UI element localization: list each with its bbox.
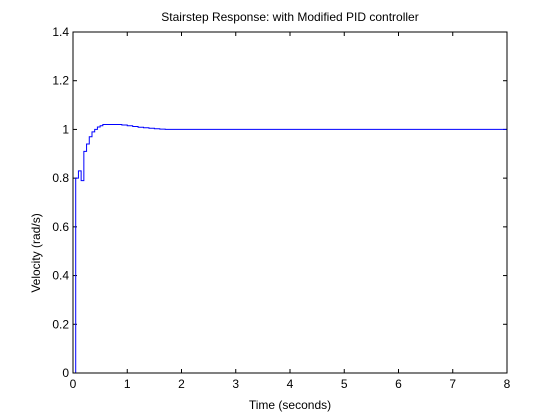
x-tick-label: 6 xyxy=(395,377,402,391)
y-tick-label: 0.4 xyxy=(52,269,69,283)
x-tick-label: 8 xyxy=(504,377,511,391)
x-tick-label: 5 xyxy=(341,377,348,391)
x-tick-label: 7 xyxy=(449,377,456,391)
chart-title: Stairstep Response: with Modified PID co… xyxy=(161,10,418,24)
x-tick-label: 4 xyxy=(287,377,294,391)
y-tick-label: 0.2 xyxy=(52,317,69,331)
plot-area-border xyxy=(72,31,508,374)
y-tick-label: 1 xyxy=(62,122,69,136)
y-tick-label: 0.8 xyxy=(52,171,69,185)
x-tick-label: 0 xyxy=(70,377,77,391)
x-tick-label: 1 xyxy=(124,377,131,391)
y-tick-label: 0.6 xyxy=(52,220,69,234)
series-layer xyxy=(73,124,507,374)
y-axis-label: Velocity (rad/s) xyxy=(29,213,43,292)
y-tick-label: 1.2 xyxy=(52,74,69,88)
x-tick-label: 3 xyxy=(232,377,239,391)
y-tick-label: 0 xyxy=(62,366,69,380)
y-tick-label: 1.4 xyxy=(52,25,69,39)
x-tick-label: 2 xyxy=(178,377,185,391)
series-line-stairstep xyxy=(73,124,507,374)
x-axis-label: Time (seconds) xyxy=(249,398,331,412)
x-axis-ticks: 0 1 2 3 4 5 6 7 8 xyxy=(70,32,511,391)
